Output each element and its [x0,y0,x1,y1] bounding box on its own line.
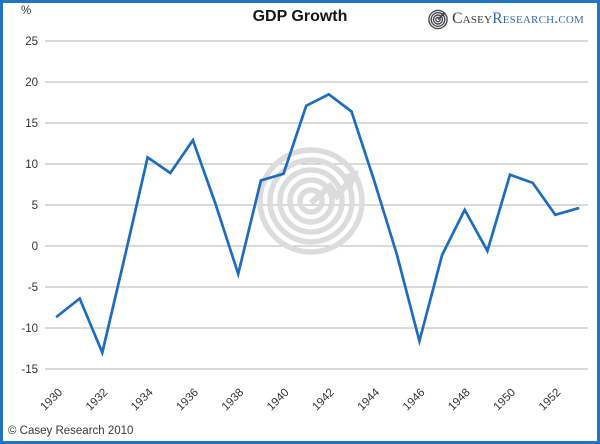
y-tick-label: -10 [21,323,38,335]
y-tick-label: 10 [25,159,38,171]
logo-brand-casey: Casey [452,10,493,27]
casey-spiral-icon [427,8,449,30]
x-tick-label: 1934 [129,386,156,413]
y-tick-label: -15 [21,364,38,376]
y-tick-label: 5 [32,200,38,212]
x-tick-label: 1950 [492,387,519,414]
x-tick-label: 1932 [84,387,111,414]
logo-brand-researchcom: Research.com [492,10,584,27]
x-tick-label: 1942 [310,387,337,414]
watermark-casey-logo [257,147,365,255]
x-tick-label: 1930 [39,387,66,414]
y-tick-label: 25 [25,36,38,48]
x-tick-label: 1940 [265,387,292,414]
gridlines-group [45,40,588,370]
page-title: GDP Growth [252,8,348,25]
y-tick-label: 20 [25,77,38,89]
x-tick-label: 1946 [401,387,428,414]
gdp-growth-series-line [55,92,580,357]
y-tick-label: 15 [25,118,38,130]
logo-wordmark: CaseyResearch.com [452,10,584,28]
x-tick-label: 1952 [537,387,564,414]
x-axis-tick-labels: 1930 1932 1934 1936 1938 1940 1942 1944 1946 1948… [39,386,564,413]
y-tick-label: 0 [32,241,38,253]
y-axis-unit-label: % [21,5,32,17]
x-tick-label: 1936 [174,387,201,414]
y-axis-tick-labels: -15 -10 -5 0 5 10 15 20 25 [21,36,38,376]
casey-research-logo: CaseyResearch.com [427,8,584,30]
x-tick-label: 1938 [220,387,247,414]
x-tick-label: 1944 [356,386,383,413]
x-tick-label: 1948 [446,387,473,414]
copyright-notice: © Casey Research 2010 [8,425,134,437]
series-group [55,92,580,357]
y-tick-label: -5 [28,282,38,294]
